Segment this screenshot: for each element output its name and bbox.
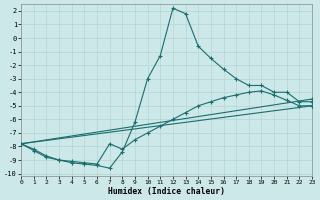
X-axis label: Humidex (Indice chaleur): Humidex (Indice chaleur) xyxy=(108,187,225,196)
